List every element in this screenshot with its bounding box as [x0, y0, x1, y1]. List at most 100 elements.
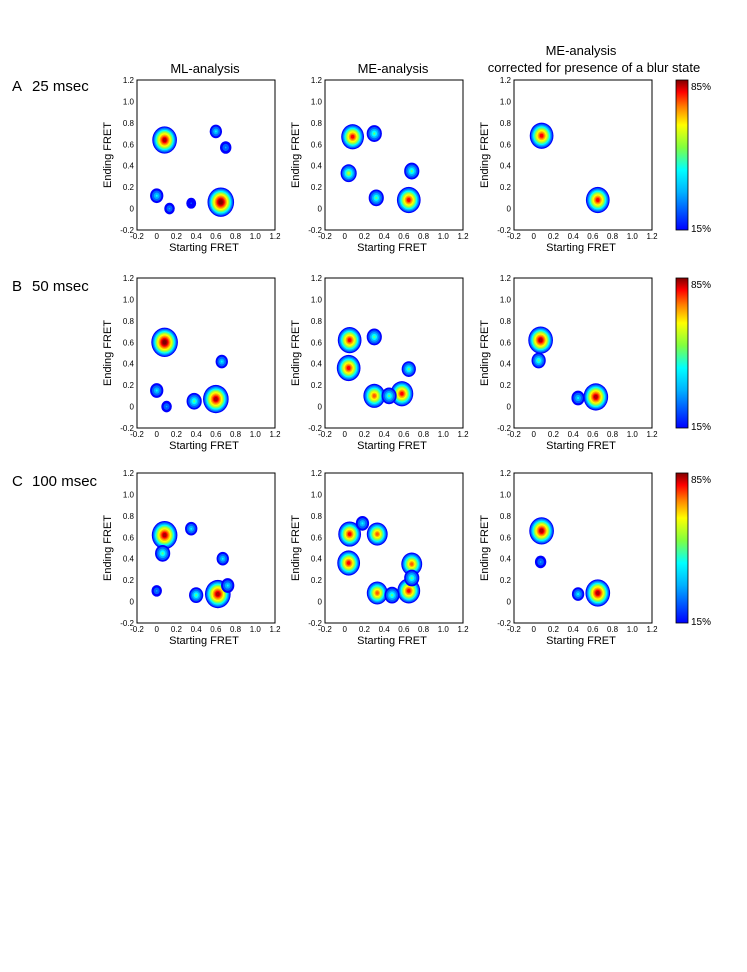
density-contour — [168, 207, 171, 210]
density-contour — [410, 169, 413, 173]
heatmap-panel: -0.2 0 0.2 0.4 0.6 0.8 1.0 1.2 -0.2 0 0.2 0.4 0.6 0.8… — [102, 274, 281, 452]
density-contour — [400, 391, 404, 396]
density-contour — [577, 593, 579, 596]
density-contour — [155, 194, 158, 197]
density-peak — [531, 352, 546, 369]
y-tick-label: 1.2 — [311, 274, 323, 283]
density-peak — [571, 390, 585, 406]
plot-frame — [513, 277, 653, 429]
density-peak — [355, 516, 370, 531]
density-contour — [375, 532, 379, 536]
y-tick-label: 0.8 — [500, 512, 512, 521]
x-tick-label: 0.6 — [587, 430, 599, 439]
density-contour — [372, 394, 376, 398]
x-tick-label: 0.4 — [379, 625, 391, 634]
y-tick-label: -0.2 — [497, 424, 511, 433]
x-tick-label: 0 — [531, 430, 536, 439]
density-contour — [190, 202, 192, 205]
x-tick-label: 1.2 — [646, 430, 658, 439]
density-contour — [155, 589, 158, 592]
y-tick-label: 0.4 — [500, 555, 512, 564]
y-axis-label: Ending FRET — [290, 320, 302, 386]
heatmap-panel: -0.2 0 0.2 0.4 0.6 0.8 1.0 1.2 -0.2 0 0.2 0.4 0.6 0.8… — [290, 274, 469, 452]
y-tick-label: 0.8 — [311, 317, 323, 326]
y-tick-label: 0.2 — [311, 183, 323, 192]
y-tick-label: 0.6 — [123, 140, 135, 149]
density-contour — [346, 561, 351, 565]
x-axis-label: Starting FRET — [169, 635, 239, 647]
y-tick-label: 0.6 — [500, 338, 512, 347]
density-peak — [337, 327, 362, 354]
density-peak — [341, 124, 364, 150]
y-tick-label: 0.4 — [311, 162, 323, 171]
x-tick-label: 0.8 — [230, 430, 242, 439]
plot-area — [137, 80, 275, 230]
y-tick-label: 1.0 — [123, 295, 135, 304]
x-tick-label: 0.8 — [418, 625, 430, 634]
x-tick-label: 0.4 — [568, 430, 580, 439]
x-tick-label: 0 — [531, 625, 536, 634]
x-tick-label: 0.4 — [379, 232, 391, 241]
density-peak — [186, 197, 197, 209]
y-tick-label: 0 — [130, 205, 135, 214]
x-tick-label: 0.8 — [230, 232, 242, 241]
density-contour — [162, 533, 167, 538]
density-peak — [221, 578, 235, 593]
density-peak — [390, 381, 414, 407]
density-contour — [215, 591, 220, 597]
x-tick-label: 0.6 — [210, 232, 222, 241]
x-tick-label: 0 — [154, 625, 159, 634]
colorbar-a-min: 15% — [691, 224, 711, 235]
density-contour — [596, 198, 600, 202]
x-axis-label: Starting FRET — [357, 242, 427, 254]
x-tick-label: 0.4 — [379, 430, 391, 439]
y-tick-label: 0.8 — [500, 119, 512, 128]
y-tick-label: 0.2 — [311, 381, 323, 390]
plot-frame — [513, 472, 653, 624]
x-tick-label: 1.2 — [457, 232, 469, 241]
y-tick-label: 0.4 — [123, 360, 135, 369]
density-contour — [218, 199, 223, 205]
y-tick-label: -0.2 — [308, 424, 322, 433]
density-peak — [161, 400, 172, 413]
density-peak — [397, 578, 421, 604]
x-tick-label: 1.2 — [457, 430, 469, 439]
y-axis-label: Ending FRET — [479, 320, 491, 386]
y-tick-label: 1.2 — [500, 469, 512, 478]
x-axis-label: Starting FRET — [169, 242, 239, 254]
x-tick-label: -0.2 — [507, 232, 521, 241]
y-tick-label: 1.2 — [500, 274, 512, 283]
density-contour — [538, 338, 543, 343]
x-tick-label: 1.0 — [250, 232, 262, 241]
y-tick-label: 0.8 — [311, 512, 323, 521]
row-letter-a: A — [12, 78, 22, 95]
plot-area — [514, 80, 652, 230]
colorbar-c: 85% 15% — [675, 472, 711, 628]
y-tick-label: 0.2 — [500, 576, 512, 585]
x-tick-label: 0 — [154, 430, 159, 439]
density-contour — [387, 394, 391, 398]
y-tick-label: 0.4 — [123, 555, 135, 564]
y-axis-label: Ending FRET — [479, 515, 491, 581]
density-peak — [189, 587, 204, 604]
density-contour — [193, 399, 196, 403]
heatmap-panel: -0.2 0 0.2 0.4 0.6 0.8 1.0 1.2 -0.2 0 0.2 0.4 0.6 0.8… — [290, 469, 469, 647]
colorbar-a-max: 85% — [691, 82, 711, 93]
y-tick-label: 1.0 — [500, 97, 512, 106]
density-peak — [164, 202, 175, 215]
column-title-me: ME-analysis — [358, 61, 429, 76]
colorbar-c-max: 85% — [691, 475, 711, 486]
x-tick-label: 1.0 — [438, 232, 450, 241]
density-peak — [534, 555, 547, 569]
colorbar-b-min: 15% — [691, 422, 711, 433]
y-tick-label: 0.2 — [123, 576, 135, 585]
density-peak — [220, 141, 232, 154]
plot-frame — [324, 472, 464, 624]
density-contour — [195, 593, 198, 597]
density-contour — [346, 366, 351, 370]
density-peak — [363, 383, 386, 408]
y-tick-label: 1.0 — [500, 490, 512, 499]
y-tick-label: 0.2 — [123, 381, 135, 390]
density-peak — [529, 517, 554, 545]
